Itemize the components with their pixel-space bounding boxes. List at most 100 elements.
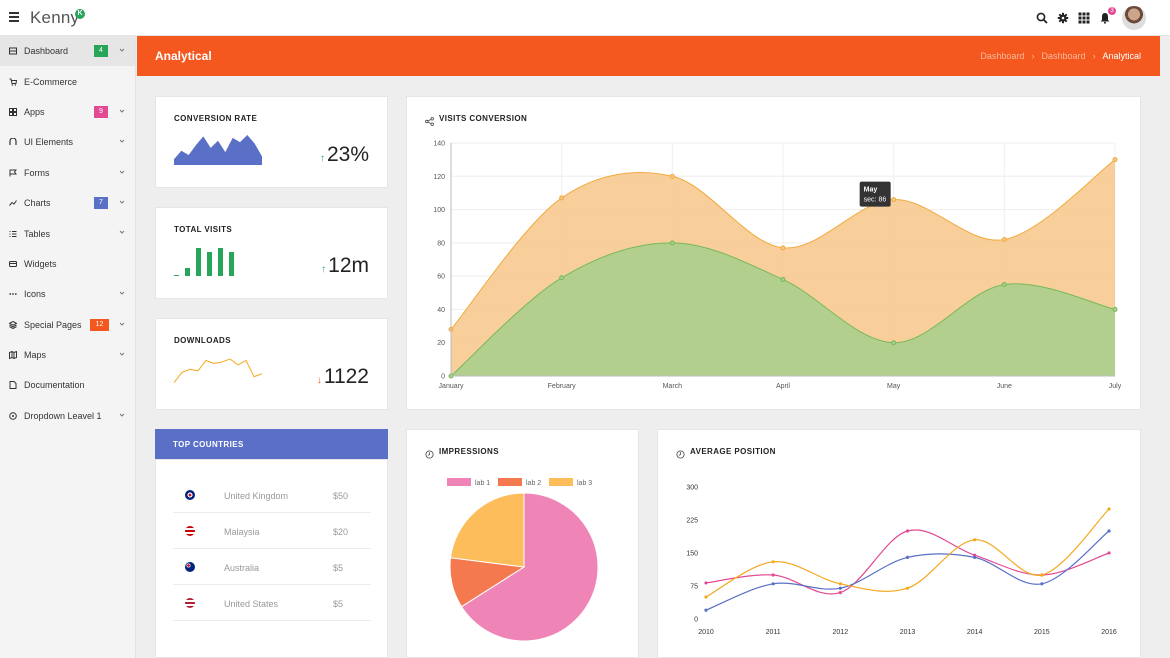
grid-icon	[9, 107, 17, 116]
y-tick-label: 120	[433, 174, 445, 181]
sidebar-item[interactable]: Charts 7	[0, 188, 135, 218]
y-tick-label: 140	[433, 141, 445, 148]
country-name: United Kingdom	[224, 491, 289, 501]
chevron-down-icon[interactable]	[118, 46, 126, 54]
tooltip-label: May	[864, 187, 878, 194]
search-icon[interactable]	[1036, 12, 1048, 24]
sidebar-item[interactable]: Widgets	[0, 249, 135, 279]
chevron-down-icon[interactable]	[118, 168, 126, 176]
chevron-down-icon[interactable]	[118, 320, 126, 328]
tooltip-value: sec: 86	[864, 197, 887, 204]
sidebar-item[interactable]: Forms	[0, 158, 135, 188]
breadcrumb-current: Analytical	[1102, 51, 1141, 61]
legend-label: lab 2	[526, 480, 541, 487]
x-tick-label: April	[776, 383, 790, 390]
country-amount: $5	[333, 599, 344, 609]
chevron-down-icon[interactable]	[118, 228, 126, 236]
malaysia-flag-icon	[185, 526, 195, 536]
sidebar-item-label: Icons	[24, 289, 46, 300]
sidebar-item[interactable]: Dropdown Leavel 1	[0, 401, 135, 431]
data-point	[1001, 237, 1007, 243]
gear-icon[interactable]	[1057, 12, 1069, 24]
legend-swatch	[549, 478, 573, 486]
visits-conversion-card: VISITS CONVERSION 0 20 40 60 80 100 120 140 Janu…	[406, 96, 1141, 410]
logo[interactable]: Kenny	[30, 8, 80, 27]
legend-swatch	[498, 478, 522, 486]
y-tick-label: 300	[686, 485, 698, 492]
bell-icon[interactable]: 3	[1099, 7, 1116, 24]
conversion-value: ↑ 23%	[320, 143, 369, 167]
sidebar-badge: 12	[90, 318, 109, 331]
sidebar-item-label: Documentation	[24, 380, 85, 391]
x-tick-label: February	[548, 383, 577, 390]
sidebar-item[interactable]: UI Elements	[0, 127, 135, 157]
australia-flag-icon	[185, 562, 195, 572]
data-point	[771, 582, 775, 586]
breadcrumb-separator-icon: ›	[1092, 51, 1096, 61]
card-title: IMPRESSIONS	[439, 447, 499, 456]
sidebar-item[interactable]: Apps 9	[0, 97, 135, 127]
chevron-down-icon[interactable]	[118, 107, 126, 115]
breadcrumb-item[interactable]: Dashboard	[1041, 51, 1086, 61]
pie-slice	[460, 492, 599, 642]
sidebar-item[interactable]: Dashboard 4	[0, 36, 135, 67]
avatar[interactable]	[1122, 6, 1146, 30]
sidebar-item-label: E-Commerce	[24, 76, 78, 87]
y-tick-label: 0	[441, 374, 445, 381]
legend-label: lab 1	[475, 480, 490, 487]
bar	[196, 248, 201, 276]
sidebar-item[interactable]: E-Commerce	[0, 66, 135, 96]
conversion-rate-card: CONVERSION RATE ↑ 23%	[155, 96, 388, 188]
country-row: United States $5	[173, 585, 371, 621]
share-icon	[425, 113, 434, 126]
data-point	[1112, 306, 1118, 312]
menu-icon[interactable]	[9, 12, 19, 22]
chevron-down-icon[interactable]	[118, 289, 126, 297]
data-point	[973, 538, 977, 542]
data-point	[559, 275, 565, 281]
data-point	[780, 276, 786, 282]
file-icon	[9, 381, 17, 390]
sidebar-item-label: Forms	[24, 167, 50, 178]
dots-icon	[9, 290, 17, 298]
country-name: United States	[224, 599, 279, 609]
chevron-down-icon[interactable]	[118, 198, 126, 206]
y-tick-label: 40	[437, 307, 445, 314]
average-position-chart: 0 75 150 225 300 2010 2011 2012 2013 2014 2015 2016	[686, 485, 1117, 637]
trend-up-icon: ↑	[321, 263, 327, 275]
downloads-sparkline	[174, 358, 263, 383]
x-tick-label: 2014	[967, 629, 983, 636]
data-point	[780, 245, 786, 251]
x-tick-label: January	[439, 383, 464, 390]
y-tick-label: 150	[686, 551, 698, 558]
data-point	[838, 586, 842, 590]
sidebar-item[interactable]: Icons	[0, 279, 135, 309]
data-point	[1112, 157, 1118, 163]
sidebar-item[interactable]: Tables	[0, 218, 135, 248]
chevron-down-icon[interactable]	[118, 411, 126, 419]
uk-flag-icon	[185, 490, 195, 500]
data-point	[704, 608, 708, 612]
chevron-down-icon[interactable]	[118, 350, 126, 358]
data-point	[1107, 529, 1111, 533]
apps-grid-icon[interactable]	[1078, 12, 1090, 24]
chevron-down-icon[interactable]	[118, 137, 126, 145]
downloads-number: 1122	[323, 365, 369, 388]
breadcrumb-item[interactable]: Dashboard	[980, 51, 1025, 61]
sidebar-item[interactable]: Special Pages 12	[0, 310, 135, 340]
data-point	[1001, 281, 1007, 287]
conversion-number: 23%	[326, 143, 369, 166]
sidebar-item[interactable]: Maps	[0, 340, 135, 370]
downloads-value: ↓ 1122	[317, 365, 369, 389]
card-title: DOWNLOADS	[174, 336, 231, 345]
top-bar: Kenny K 3	[0, 0, 1170, 36]
flag-icon	[9, 169, 17, 177]
country-name: Malaysia	[224, 527, 260, 537]
country-row: United Kingdom $50	[173, 477, 371, 513]
sidebar-badge: 7	[94, 196, 108, 209]
impressions-pie-chart: lab 1 lab 2 lab 3	[447, 478, 599, 642]
pie-slice	[450, 492, 525, 568]
magnet-icon	[9, 138, 17, 146]
visits-value: ↑ 12m	[321, 254, 369, 278]
sidebar-item[interactable]: Documentation	[0, 370, 135, 400]
